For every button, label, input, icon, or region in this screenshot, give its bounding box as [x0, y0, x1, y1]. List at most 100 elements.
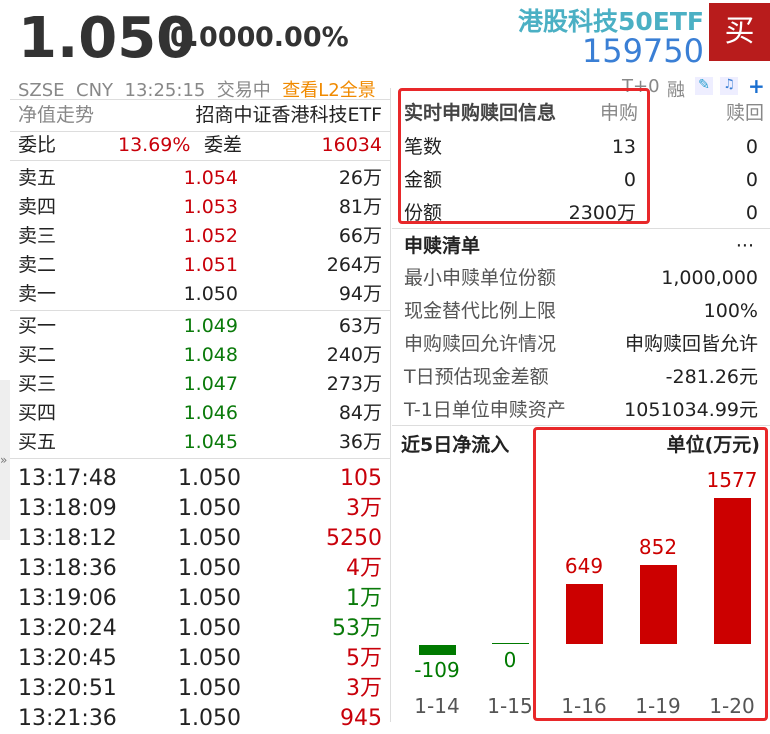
bar-1-19 — [639, 565, 677, 644]
level-label: 买四 — [18, 402, 57, 424]
ask-volume: 66万 — [338, 225, 382, 247]
bar-value-label: -109 — [414, 658, 460, 683]
bell-icon[interactable]: ♫ — [720, 77, 738, 95]
level-label: 买二 — [18, 344, 57, 366]
trade-time: 13:17:48 — [18, 466, 117, 491]
ask-row[interactable]: 卖一 1.050 94万 — [18, 280, 382, 309]
chart-highlight — [533, 427, 768, 721]
ask-row[interactable]: 卖二 1.051 264万 — [18, 251, 382, 280]
bar-1-14 — [418, 645, 456, 656]
trade-row: 13:18:09 1.050 3万 — [18, 494, 382, 524]
t0-label: T+0 — [622, 76, 660, 97]
bar-1-16 — [565, 583, 603, 644]
trade-volume: 53万 — [332, 616, 382, 641]
col-redeem: 赎回 — [725, 102, 764, 124]
trade-price: 1.050 — [178, 616, 241, 641]
trade-time: 13:18:36 — [18, 556, 117, 581]
redeem-value: 0 — [745, 169, 758, 191]
subscribe-value: 2300万 — [568, 202, 636, 224]
ask-row[interactable]: 卖五 1.054 26万 — [18, 164, 382, 193]
row-label: 笔数 — [404, 136, 443, 158]
bid-volume: 240万 — [326, 344, 382, 366]
bid-volume: 273万 — [326, 373, 382, 395]
weicha-value: 16034 — [321, 134, 382, 156]
trade-price: 1.050 — [178, 586, 241, 611]
row-value: 100% — [703, 300, 758, 322]
bar-value-label: 1577 — [706, 468, 758, 492]
row-value: 1,000,000 — [661, 267, 758, 289]
ask-price: 1.050 — [183, 283, 238, 305]
price-change-pct: 0.00% — [255, 22, 349, 53]
nav-trend-tab[interactable]: 净值走势 — [18, 104, 95, 126]
x-tick-label: 1-20 — [709, 694, 755, 718]
plus-icon[interactable]: + — [748, 74, 765, 98]
trade-price: 1.050 — [178, 676, 241, 701]
trade-price: 1.050 — [178, 646, 241, 671]
level-label: 买五 — [18, 431, 57, 453]
trade-volume: 945 — [340, 706, 382, 731]
realtime-row: 份额 2300万 0 — [404, 198, 764, 228]
pencil-icon[interactable]: ✎ — [695, 77, 713, 95]
bar-value-label: 0 — [503, 648, 517, 672]
bar-value-label: 649 — [564, 553, 604, 578]
x-tick-label: 1-19 — [635, 694, 681, 718]
last-price: 1.050 — [18, 6, 196, 71]
bar-1-15 — [491, 643, 529, 644]
trade-volume: 3万 — [346, 496, 382, 521]
bid-volume: 84万 — [338, 402, 382, 424]
trade-row: 13:20:24 1.050 53万 — [18, 614, 382, 644]
list-title: 申赎清单 — [404, 235, 481, 257]
left-edge-handle[interactable]: » — [0, 380, 10, 540]
row-label: 最小申赎单位份额 — [404, 267, 557, 289]
bid-price: 1.046 — [183, 402, 238, 424]
weibi-value: 13.69% — [118, 134, 191, 156]
level-label: 卖四 — [18, 196, 57, 218]
bid-row[interactable]: 买一 1.049 63万 — [18, 312, 382, 341]
ask-volume: 94万 — [338, 283, 382, 305]
weibi-label: 委比 — [18, 134, 57, 156]
currency: CNY — [76, 80, 114, 101]
row-label: 金额 — [404, 169, 443, 191]
list-row: 申购赎回允许情况 申购赎回皆允许 — [404, 329, 764, 359]
col-subscribe: 申购 — [599, 102, 638, 124]
trade-price: 1.050 — [178, 466, 241, 491]
trade-row: 13:17:48 1.050 105 — [18, 464, 382, 494]
trade-time: 13:20:45 — [18, 646, 117, 671]
subscribe-value: 13 — [611, 136, 636, 158]
trade-price: 1.050 — [178, 706, 241, 731]
realtime-title: 实时申购赎回信息 — [404, 102, 557, 124]
ask-price: 1.052 — [183, 225, 238, 247]
buy-button[interactable]: 买 — [709, 3, 770, 61]
more-button[interactable]: ··· — [735, 235, 754, 257]
bid-row[interactable]: 买五 1.045 36万 — [18, 428, 382, 457]
bid-row[interactable]: 买三 1.047 273万 — [18, 370, 382, 399]
ask-price: 1.054 — [183, 167, 238, 189]
row-label: 申购赎回允许情况 — [404, 333, 557, 355]
row-value: 1051034.99元 — [624, 399, 758, 421]
time: 13:25:15 — [124, 80, 206, 101]
trade-volume: 5250 — [326, 526, 382, 551]
l2-link[interactable]: 查看L2全景 — [282, 80, 376, 101]
fund-full-name: 招商中证香港科技ETF — [195, 104, 382, 126]
bid-row[interactable]: 买四 1.046 84万 — [18, 399, 382, 428]
trade-row: 13:18:12 1.050 5250 — [18, 524, 382, 554]
margin-label: 融 — [667, 80, 685, 101]
ask-volume: 26万 — [338, 167, 382, 189]
bid-price: 1.049 — [183, 315, 238, 337]
ask-row[interactable]: 卖三 1.052 66万 — [18, 222, 382, 251]
list-row: T日预估现金差额 -281.26元 — [404, 362, 764, 392]
trade-time: 13:20:51 — [18, 676, 117, 701]
x-tick-label: 1-16 — [561, 694, 607, 718]
list-row: 最小申赎单位份额 1,000,000 — [404, 263, 764, 293]
bid-price: 1.047 — [183, 373, 238, 395]
trade-row: 13:19:06 1.050 1万 — [18, 584, 382, 614]
trade-time: 13:20:24 — [18, 616, 117, 641]
redeem-value: 0 — [745, 136, 758, 158]
bid-row[interactable]: 买二 1.048 240万 — [18, 341, 382, 370]
x-tick-label: 1-14 — [414, 694, 460, 718]
ask-row[interactable]: 卖四 1.053 81万 — [18, 193, 382, 222]
exchange: SZSE — [18, 80, 65, 101]
chart-unit: 单位(万元) — [666, 434, 760, 456]
list-row: T-1日单位申赎资产 1051034.99元 — [404, 395, 764, 425]
trading-status: 交易中 — [216, 80, 271, 101]
